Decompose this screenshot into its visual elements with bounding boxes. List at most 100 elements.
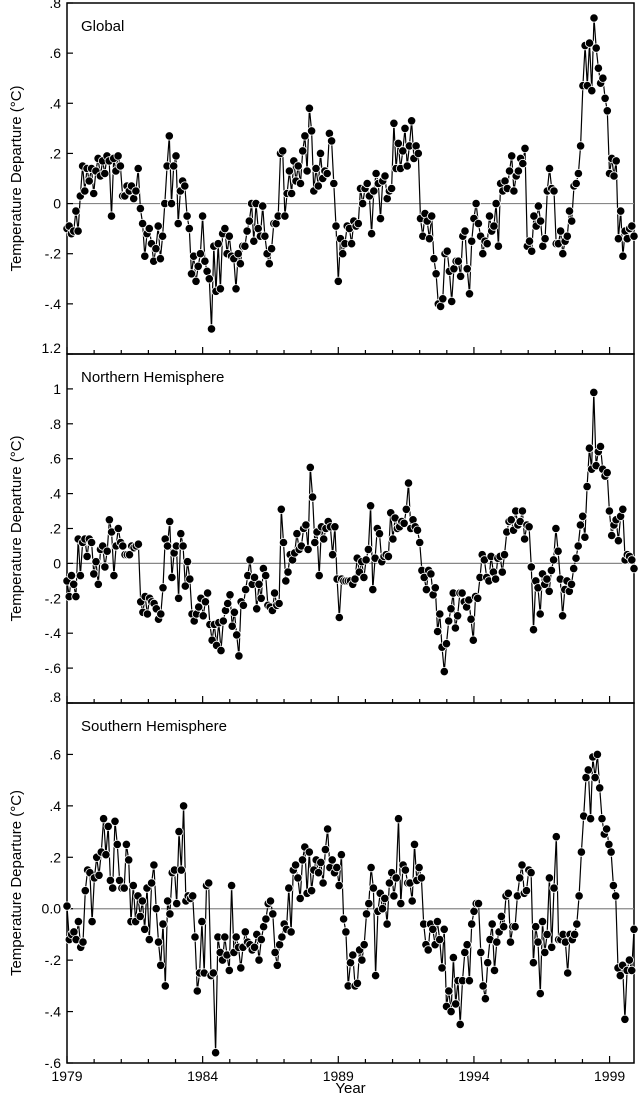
data-point [314,570,324,581]
data-point [448,952,458,963]
y-tick-label: -.4 [45,296,62,312]
data-point [540,234,550,244]
data-point [274,940,285,950]
panel-frame [66,702,635,1064]
data-point [499,550,510,560]
data-point [278,146,288,156]
data-point [455,1019,465,1030]
data-point [254,579,264,589]
panel-frame [66,353,635,704]
data-point [499,922,509,932]
data-point [380,893,390,904]
data-point [442,246,452,256]
data-point [432,626,443,637]
data-point [374,529,385,539]
data-point [389,891,399,901]
data-point [133,163,143,174]
data-point [571,553,581,563]
data-point [110,816,120,826]
data-point [606,847,616,857]
data-point [105,875,116,886]
data-point [171,151,181,161]
data-point [441,639,452,649]
data-point [156,960,166,970]
data-point [520,143,530,153]
data-point [368,883,378,893]
data-point [382,194,392,204]
data-point [505,937,516,947]
data-point [227,621,237,631]
y-axis-title: Temperature Departure (°C) [8,435,25,621]
data-point [584,443,595,453]
data-point [555,226,566,236]
data-point [73,226,83,236]
x-tick-label: 1984 [187,1068,218,1084]
data-point [300,131,310,141]
data-point [184,224,194,234]
data-point [313,868,324,878]
data-point [455,271,466,281]
y-tick-label: .2 [49,145,61,161]
data-point [165,909,175,919]
data-point [333,276,343,286]
y-tick-label: .2 [49,521,61,537]
data-point [220,224,230,234]
y-tick-label: 0.0 [42,901,62,917]
data-point [256,934,266,945]
y-tick-label: -.6 [45,1055,62,1071]
y-tick-label: .8 [49,416,61,432]
data-point [401,504,411,514]
data-point [216,645,226,656]
data-point [517,506,528,516]
data-point [627,221,637,231]
data-point [182,557,193,567]
data-point [482,239,492,249]
data-point [480,994,490,1004]
data-point [600,93,610,103]
data-point [450,623,460,633]
data-point [133,539,143,549]
data-point [359,572,369,583]
data-point [334,880,344,891]
data-point [497,567,507,577]
data-point [153,937,164,947]
data-point [439,666,449,677]
data-point [473,898,484,909]
data-point [535,609,545,619]
data-point [313,181,323,191]
data-point [375,214,386,224]
data-point [231,932,241,942]
data-point [618,504,628,514]
y-tick-label: .2 [49,849,61,865]
data-point [503,888,513,898]
data-point [341,927,351,937]
data-point [264,259,274,269]
data-point [393,814,404,824]
data-point [103,821,113,832]
y-tick-label: .4 [49,798,61,814]
data-point [358,199,368,209]
data-point [542,574,552,584]
data-point [585,814,596,824]
data-point [361,555,371,565]
data-point [203,588,213,598]
data-point [576,847,587,857]
data-point [94,870,104,880]
data-point [423,945,433,955]
data-point [185,574,195,584]
data-point [176,865,186,875]
data-point [377,904,388,914]
data-point [322,168,332,179]
data-point [315,148,326,158]
data-point [89,188,99,199]
data-point [466,614,476,624]
y-tick-label: .6 [49,746,61,762]
data-point [627,965,637,976]
data-point [504,166,515,176]
data-point [305,462,315,472]
data-point [220,932,230,942]
data-point [574,891,584,901]
data-point [359,940,369,950]
data-point [464,289,475,299]
data-point [563,968,573,978]
